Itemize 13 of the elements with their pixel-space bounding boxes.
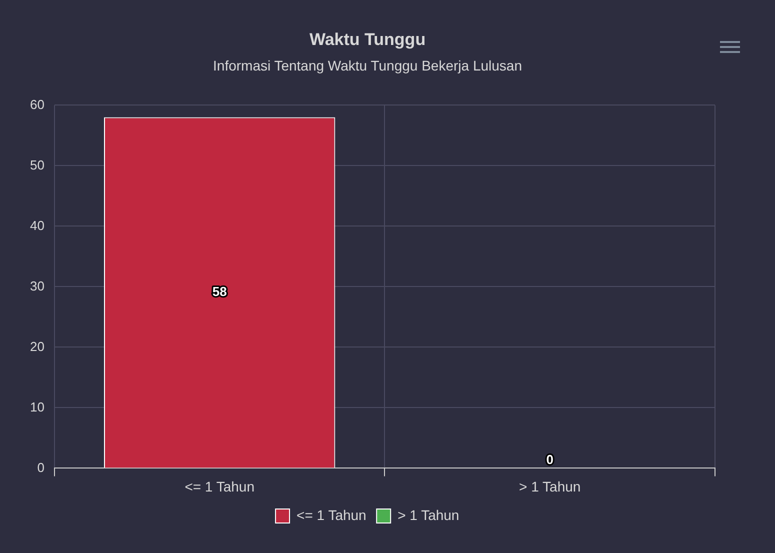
legend-label: <= 1 Tahun: [296, 506, 366, 523]
y-tick-label: 30: [30, 278, 44, 294]
y-tick-label: 20: [30, 338, 44, 354]
y-tick-label: 0: [37, 460, 44, 475]
data-label: 0: [546, 452, 554, 467]
legend-label: > 1 Tahun: [398, 506, 460, 523]
data-label: 58: [212, 284, 227, 300]
chart-subtitle: Informasi Tentang Waktu Tunggu Bekerja Lulusan: [213, 58, 522, 74]
y-tick-label: 60: [30, 96, 44, 112]
y-tick-label: 40: [30, 218, 44, 233]
y-tick-label: 50: [30, 157, 44, 172]
y-tick-label: 10: [30, 399, 44, 414]
chart-title: Waktu Tunggu: [309, 30, 426, 49]
